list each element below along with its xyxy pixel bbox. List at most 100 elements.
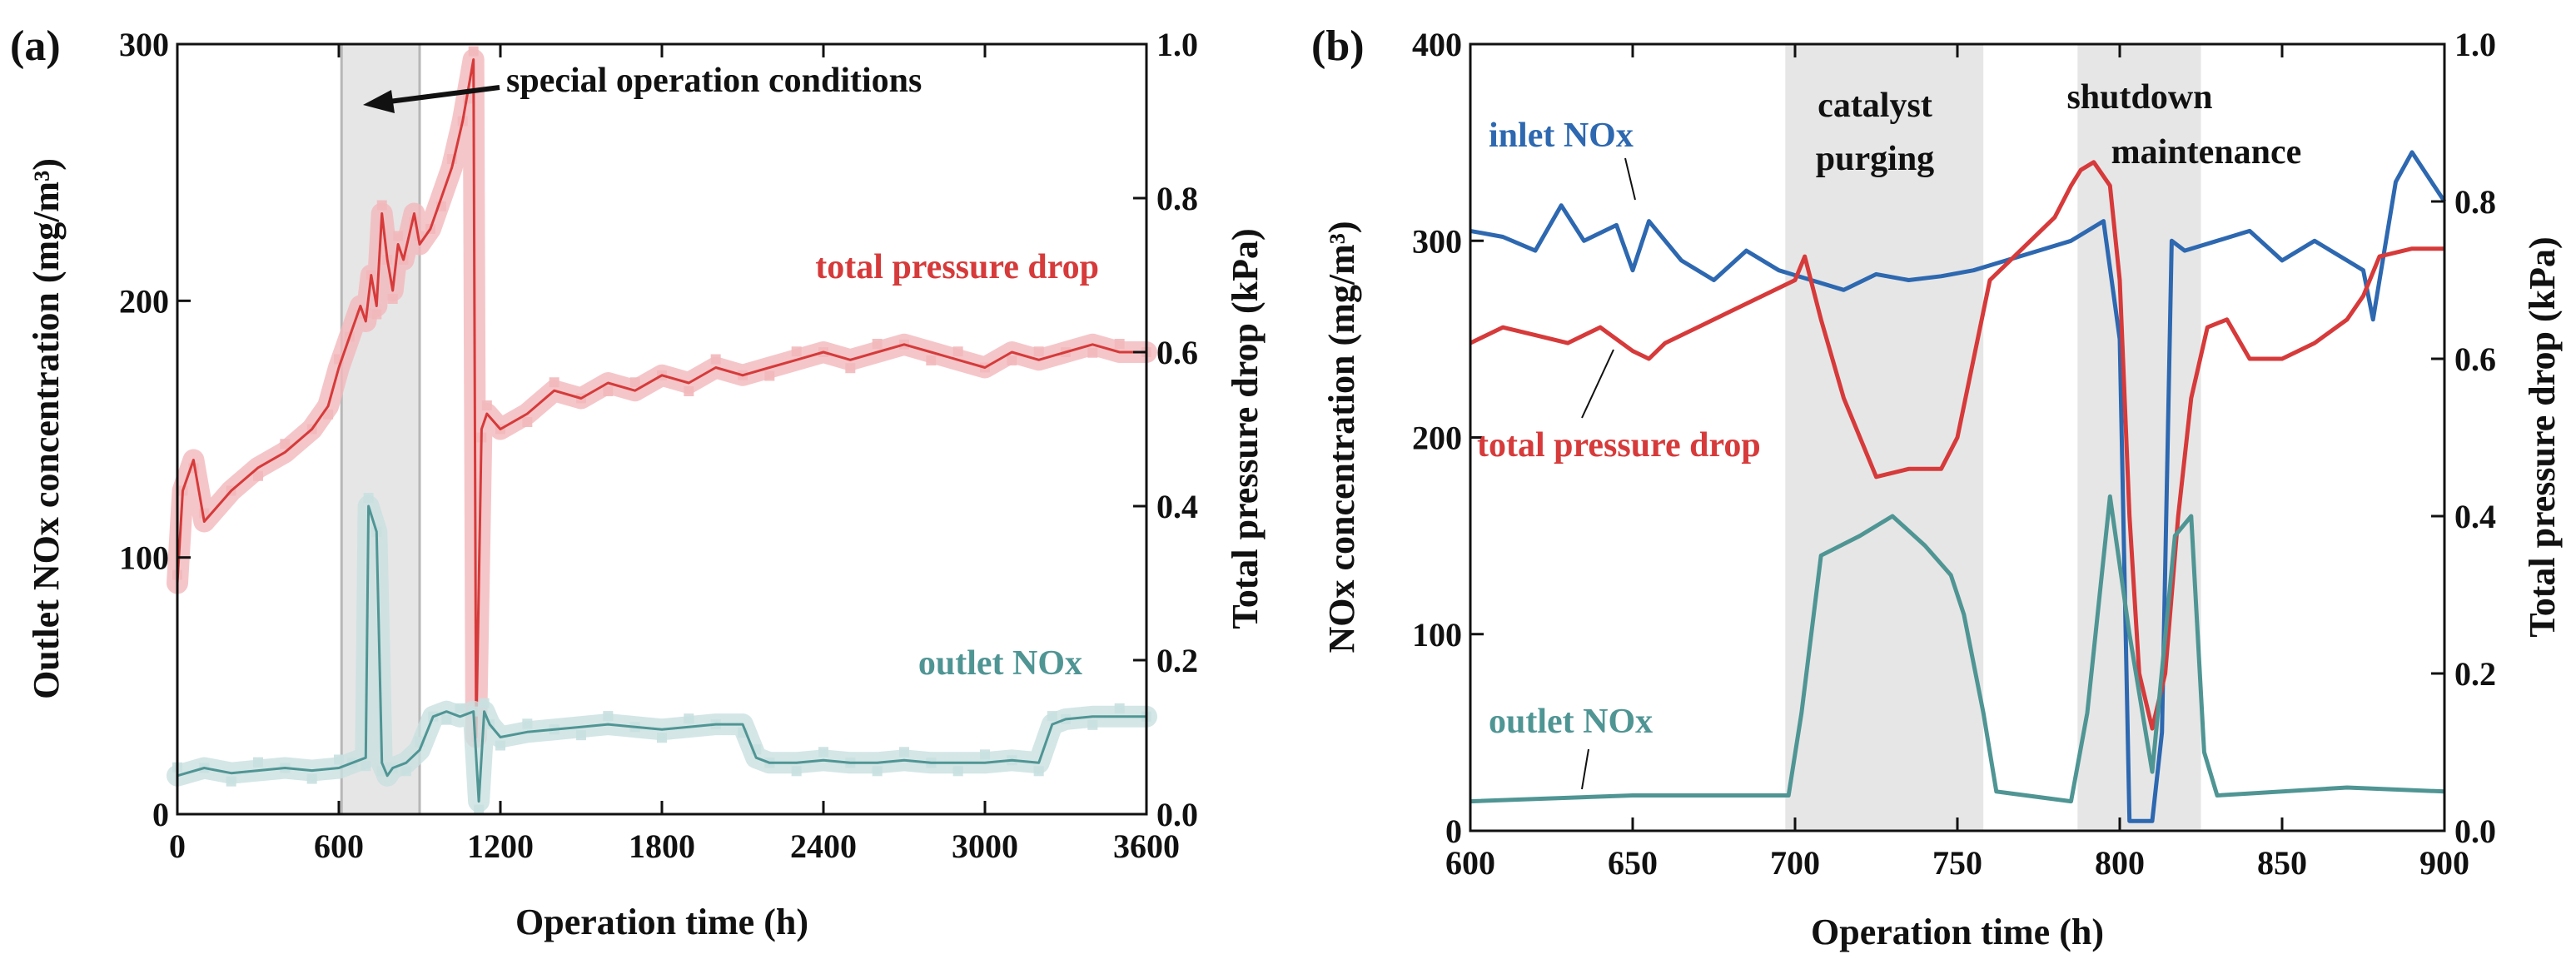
panel-a-x-tick-label-4: 2400 (790, 827, 857, 865)
panel-a-outlet-nox-point-36 (818, 747, 828, 758)
panel-a-total-pressure-drop-point-6 (280, 439, 291, 450)
panel-a-outlet-nox-point-14 (400, 766, 411, 777)
panel-a-total-pressure-drop-point-47 (926, 355, 937, 365)
panel-a-outlet-nox-point-6 (334, 754, 344, 765)
panel-a-outlet-nox-point-45 (1047, 711, 1057, 722)
panel-a-outlet-nox-point-26 (576, 730, 586, 741)
panel-a-total-pressure-drop-point-30 (481, 400, 492, 410)
panel-a-outlet-nox-point-23 (495, 740, 505, 751)
panel-a-total-pressure-drop-band (167, 48, 1157, 748)
panel-a-outlet-nox-point-39 (899, 747, 909, 758)
panel-a-annotation-outlet-nox: outlet NOx (918, 644, 1082, 683)
panel-a-outlet-nox-point-42 (980, 749, 990, 760)
panel-a-yr-tick-label-4: 0.8 (1156, 180, 1198, 217)
panel-a-outlet-nox-point-5 (306, 773, 317, 784)
panel-a-total-pressure-drop-point-35 (603, 386, 614, 396)
panel-b-annotation-inlet-nox: inlet NOx (1489, 117, 1634, 155)
panel-b-annotation-catalyst: catalyst (1818, 87, 1932, 125)
panel-b-label: (b) (1311, 22, 1365, 70)
panel-a-x-tick-label-6: 3600 (1113, 827, 1180, 865)
panel-b-yl-tick-label-4: 400 (1412, 26, 1462, 63)
panel-b-yl-tick-label-2: 200 (1412, 420, 1462, 457)
panel-a-outlet-nox-point-24 (522, 718, 533, 729)
panel-a-yl-tick-label-2: 200 (119, 282, 169, 320)
panel-a-outlet-nox-point-29 (657, 733, 667, 743)
panel-b-x-tick-label-3: 750 (1932, 844, 1982, 882)
panel-a-total-pressure-drop-point-18 (393, 231, 404, 241)
panel-a-x-tick-label-3: 1800 (629, 827, 695, 865)
panel-b-yl-tick-label-3: 300 (1412, 222, 1462, 260)
panel-a: 0 600 1200 1800 2400 3000 3600 0 100 200 300 0.0 0.2… (10, 22, 1266, 942)
panel-a-outlet-nox-line (177, 504, 1146, 803)
panel-a-x-axis-title: Operation time (h) (515, 902, 808, 942)
panel-a-total-pressure-drop-point-8 (323, 409, 334, 420)
panel-a-outlet-nox-point-3 (253, 757, 263, 768)
panel-a-outlet-nox-point-18 (455, 703, 465, 713)
panel-a-total-pressure-drop-point-48 (952, 346, 963, 357)
panel-a-annotation-arrow (375, 85, 500, 106)
panel-b-right-axis-title: Total pressure drop (kPa) (2522, 236, 2563, 637)
panel-a-x-tick-label-5: 3000 (952, 827, 1018, 865)
panel-a-total-pressure-drop-point-50 (1007, 355, 1017, 365)
panel-a-total-pressure-drop-point-5 (253, 470, 263, 481)
panel-b-inlet-arrow (1624, 157, 1636, 201)
panel-a-total-pressure-drop-point-53 (1087, 347, 1098, 358)
panel-b-shaded-region-0 (1785, 44, 1984, 831)
panel-a-yr-tick-label-2: 0.4 (1156, 488, 1198, 525)
panel-b-x-axis-title: Operation time (h) (1811, 912, 2104, 952)
panel-b-pressure-arrow (1581, 349, 1614, 419)
panel-b-annotation-shutdown: shutdown (2066, 78, 2212, 117)
panel-a-series (167, 46, 1157, 815)
panel-a-yr-tick-label-3: 0.6 (1156, 334, 1198, 371)
panel-a-outlet-nox-point-38 (872, 766, 883, 777)
panel-a-total-pressure-drop-point-38 (684, 386, 694, 396)
panel-a-outlet-nox-point-41 (952, 766, 963, 777)
panel-a-yl-tick-label-0: 0 (152, 796, 169, 833)
panel-a-total-pressure-drop-point-27 (468, 46, 479, 57)
panel-a-total-pressure-drop-point-45 (872, 339, 883, 349)
panel-b-yr-tick-label-5: 1.0 (2454, 26, 2496, 63)
panel-a-total-pressure-drop-point-33 (549, 377, 559, 388)
panel-a-total-pressure-drop-point-39 (710, 354, 721, 365)
panel-b-yr-tick-label-4: 0.8 (2454, 183, 2496, 221)
panel-b: 600 650 700 750 800 850 900 0 100 200 300 400 0.0 0.2… (1311, 22, 2563, 952)
panel-a-yl-tick-label-1: 100 (119, 539, 169, 577)
panel-a-x-tick-label-2: 1200 (467, 827, 534, 865)
panel-a-label: (a) (10, 22, 61, 70)
panel-a-outlet-nox-point-8 (361, 761, 371, 772)
panel-b-yr-tick-label-3: 0.6 (2454, 340, 2496, 378)
panel-b-x-tick-label-6: 900 (2419, 844, 2469, 882)
panel-a-outlet-nox-point-30 (684, 713, 694, 724)
panel-a-outlet-nox-point-35 (791, 766, 802, 777)
panel-b-x-tick-label-2: 700 (1770, 844, 1820, 882)
panel-a-annotation-pressure-drop: total pressure drop (815, 248, 1099, 286)
panel-a-annotation-special-conditions: special operation conditions (506, 62, 922, 100)
panel-b-yr-tick-label-1: 0.2 (2454, 655, 2496, 693)
panel-b-yr-tick-label-0: 0.0 (2454, 812, 2496, 850)
panel-b-total-pressure-drop-line (1469, 160, 2444, 731)
panel-a-annotation-arrowhead (363, 90, 395, 113)
panel-b-annotation-purging: purging (1816, 140, 1934, 178)
panel-a-total-pressure-drop-point-14 (371, 309, 382, 320)
panel-a-yr-tick-label-0: 0.0 (1156, 796, 1198, 833)
panel-a-x-tick-label-0: 0 (169, 827, 186, 865)
panel-a-total-pressure-drop-point-41 (764, 370, 775, 381)
panel-b-ticks: 600 650 700 750 800 850 900 0 100 200 300 400 0.0 0.2… (1412, 26, 2496, 882)
panel-b-x-tick-label-5: 850 (2257, 844, 2307, 882)
panel-a-total-pressure-drop-point-51 (1033, 346, 1044, 357)
panel-b-annotation-outlet-nox: outlet NOx (1489, 703, 1653, 741)
panel-a-ticks: 0 600 1200 1800 2400 3000 3600 0 100 200 300 0.0 0.2… (119, 26, 1198, 865)
panel-a-yr-tick-label-1: 0.2 (1156, 642, 1198, 679)
panel-a-outlet-nox-point-48 (1114, 703, 1125, 713)
panel-a-outlet-nox-point-20 (474, 804, 485, 815)
panel-b-inlet-nox-line (1470, 150, 2447, 823)
panel-a-total-pressure-drop-point-54 (1114, 339, 1125, 349)
panel-a-total-pressure-drop-point-44 (845, 363, 856, 374)
panel-b-outlet-arrow (1581, 748, 1589, 790)
panel-b-left-axis-title: NOx concentration (mg/m³) (1321, 221, 1362, 653)
panel-b-yr-tick-label-2: 0.4 (2454, 498, 2496, 535)
panel-a-total-pressure-drop-point-17 (387, 294, 398, 304)
panel-b-yl-tick-label-1: 100 (1412, 616, 1462, 653)
panel-a-left-axis-title: Outlet NOx concentration (mg/m³) (26, 158, 67, 699)
